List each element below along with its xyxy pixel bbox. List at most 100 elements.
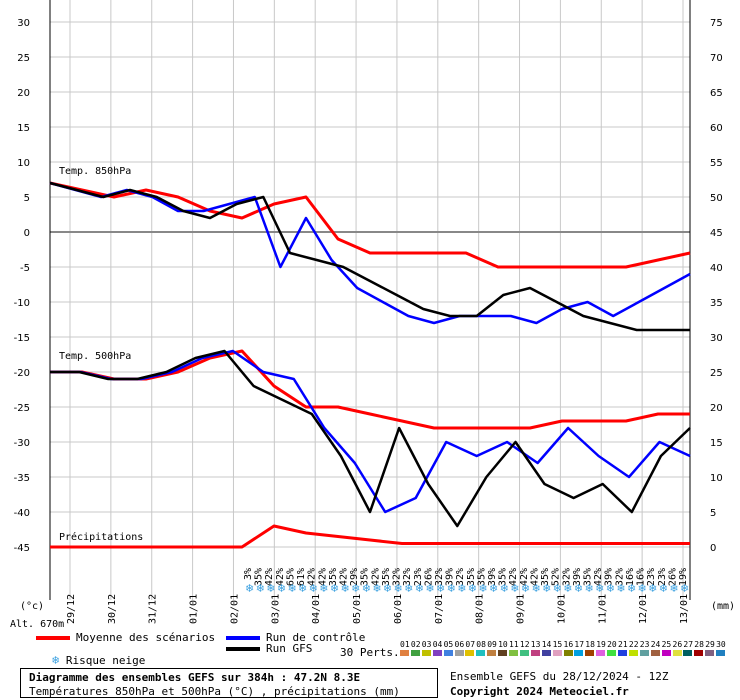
snowflake-icon: ❄ <box>457 582 466 595</box>
left-tick-label: 20 <box>17 88 30 99</box>
snow-risk-value: 32% <box>561 568 572 586</box>
perturbation-id: 23 <box>639 640 650 649</box>
snowflake-icon: ❄ <box>383 582 392 595</box>
snow-risk-value: 35% <box>360 568 371 586</box>
snowflake-icon: ❄ <box>648 582 657 595</box>
right-tick-label: 65 <box>710 88 723 99</box>
snowflake-icon: ❄ <box>680 582 689 595</box>
perturbation-swatch <box>672 650 682 656</box>
snowflake-icon: ❄ <box>606 582 615 595</box>
perturbation-id: 13 <box>530 640 541 649</box>
perturbation-swatch <box>574 650 584 656</box>
perturbation-id: 20 <box>607 640 617 649</box>
snowflake-icon: ❄ <box>510 582 519 595</box>
snowflake-icon: ❄ <box>436 582 445 595</box>
snowflake-icon: ❄ <box>489 582 498 595</box>
snowflake-icon: ❄ <box>669 582 678 595</box>
series-850-moyenne-des-sc-narios <box>49 181 691 269</box>
perturbation-swatch <box>683 650 693 656</box>
snowflake-icon: ❄ <box>266 582 275 595</box>
perturbation-id: 19 <box>596 640 606 649</box>
perturbation-id: 15 <box>552 640 563 649</box>
series-850-run-gfs <box>49 181 690 332</box>
perturbation-swatch <box>639 650 649 656</box>
snow-risk-value: 26% <box>667 568 678 586</box>
snow-risk-value: 32% <box>434 568 445 586</box>
x-tick-label: 12/01 <box>638 594 649 624</box>
right-tick-label: 60 <box>710 123 723 134</box>
snow-risk-value: 26% <box>423 568 434 586</box>
snowflake-icon: ❄ <box>52 653 60 667</box>
x-tick-label: 29/12 <box>66 594 77 624</box>
snowflake-icon: ❄ <box>298 582 307 595</box>
snowflake-icon: ❄ <box>351 582 360 595</box>
snow-risk-value: 65% <box>285 568 296 586</box>
perturbation-id: 11 <box>509 640 519 649</box>
snowflake-icon: ❄ <box>659 582 668 595</box>
perturbation-id: 08 <box>476 640 486 649</box>
perturbation-id: 30 <box>716 640 726 649</box>
perturbation-id: 06 <box>454 640 465 649</box>
snowflake-icon: ❄ <box>404 582 413 595</box>
snowflake-icon: ❄ <box>616 582 625 595</box>
x-tick-label: 13/01 <box>679 594 690 624</box>
right-tick-label: 70 <box>710 53 723 64</box>
perturbation-swatch <box>498 650 508 656</box>
legend-control-label: Run de contrôle <box>266 631 366 644</box>
snow-risk-value: 42% <box>593 568 604 586</box>
perturbation-swatch <box>443 650 453 656</box>
x-tick-label: 06/01 <box>393 594 404 624</box>
legend-control-swatch <box>226 636 260 640</box>
left-tick-label: -40 <box>14 508 30 519</box>
legend-mean: Moyenne des scénarios <box>36 631 215 644</box>
perturbation-id: 25 <box>661 640 672 649</box>
left-tick-label: 5 <box>24 193 30 204</box>
left-tick-label: -15 <box>14 333 30 344</box>
right-tick-label: 5 <box>710 508 716 519</box>
perturbation-swatch <box>432 650 442 656</box>
perturbation-id: 17 <box>574 640 585 649</box>
x-tick-label: 03/01 <box>270 594 281 624</box>
series-850-run-de-contr-le <box>49 181 691 325</box>
perturbation-swatch <box>519 650 529 656</box>
perturbation-id: 01 <box>400 640 410 649</box>
x-tick-label: 01/01 <box>189 594 200 624</box>
snowflake-icon: ❄ <box>277 582 286 595</box>
perturbation-swatch <box>628 650 638 656</box>
altitude-label: Alt. 670m <box>10 619 64 630</box>
perturbation-swatch <box>585 650 595 656</box>
perturbation-swatch <box>465 650 475 656</box>
x-tick-label: 05/01 <box>352 594 363 624</box>
right-tick-label: 25 <box>710 368 723 379</box>
run-info: Ensemble GEFS du 28/12/2024 - 12Z <box>450 670 669 683</box>
left-tick-label: 15 <box>17 123 30 134</box>
left-tick-label: -45 <box>14 543 30 554</box>
perturbation-swatch <box>661 650 671 656</box>
snow-risk-value: 23% <box>413 568 424 586</box>
snow-risk-value: 42% <box>307 568 318 586</box>
snowflake-icon: ❄ <box>319 582 328 595</box>
x-tick-label: 08/01 <box>475 594 486 624</box>
right-tick-label: 10 <box>710 473 723 484</box>
snow-risk-value: 19% <box>678 568 689 586</box>
perturbation-swatch <box>400 650 409 656</box>
left-tick-label: 25 <box>17 53 30 64</box>
snow-risk-value: 35% <box>498 568 509 586</box>
legend-snow: ❄ Risque neige <box>52 653 145 667</box>
left-tick-label: 0 <box>24 228 30 239</box>
snow-risk-value: 29% <box>349 568 360 586</box>
snowflake-icon: ❄ <box>553 582 562 595</box>
snow-risk-value: 16% <box>625 568 636 586</box>
snow-risk-value: 35% <box>466 568 477 586</box>
snow-risk-value: 39% <box>487 568 498 586</box>
snowflake-icon: ❄ <box>627 582 636 595</box>
snow-risk-value: 35% <box>328 568 339 586</box>
left-tick-label: -25 <box>14 403 30 414</box>
perturbation-id: 03 <box>421 640 432 649</box>
chart-caption-box: Diagramme des ensembles GEFS sur 384h : … <box>20 668 438 698</box>
x-tick-label: 10/01 <box>556 594 567 624</box>
left-tick-label: 10 <box>17 158 30 169</box>
snow-risk-value: 35% <box>381 568 392 586</box>
x-tick-label: 30/12 <box>107 594 118 624</box>
snow-risk-value: 42% <box>519 568 530 586</box>
